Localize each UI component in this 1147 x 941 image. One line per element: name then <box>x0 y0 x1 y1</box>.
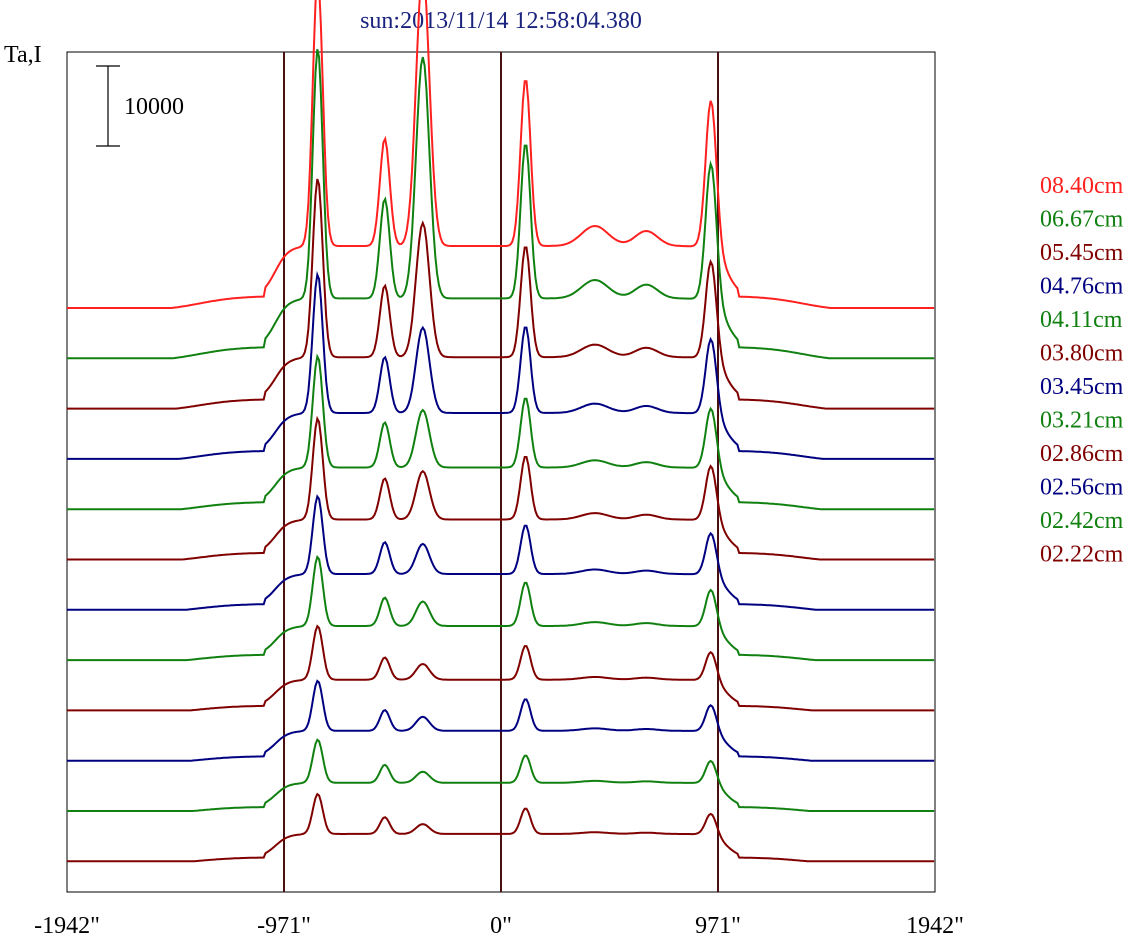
series-line-03.45cm <box>67 494 935 611</box>
legend-entry: 05.45cm <box>1040 240 1124 266</box>
x-tick-label: 1942" <box>906 913 964 939</box>
series-line-02.86cm <box>67 624 935 712</box>
legend-entry: 02.42cm <box>1040 508 1124 534</box>
series-line-02.22cm <box>67 792 935 863</box>
series-line-05.45cm <box>67 178 935 410</box>
x-tick-label: 971" <box>695 913 741 939</box>
series-line-04.76cm <box>67 270 935 460</box>
series-line-08.40cm <box>67 0 935 309</box>
legend-entry: 03.45cm <box>1040 374 1124 400</box>
x-tick-labels: -1942" -971" 0" 971" 1942" <box>34 913 964 939</box>
series-line-04.11cm <box>67 353 935 511</box>
legend-entry: 03.21cm <box>1040 408 1124 434</box>
series-lines <box>67 0 935 863</box>
x-tick-label: -1942" <box>34 913 100 939</box>
legend-entry: 02.22cm <box>1040 542 1124 568</box>
y-axis-label: Ta,I <box>4 42 42 68</box>
reference-lines <box>283 52 719 892</box>
legend-entry: 04.11cm <box>1040 307 1123 333</box>
series-line-03.21cm <box>67 554 935 662</box>
legend-entry: 04.76cm <box>1040 274 1124 300</box>
series-line-02.56cm <box>67 679 935 762</box>
series-line-03.80cm <box>67 415 935 561</box>
legend-entry: 02.56cm <box>1040 475 1124 501</box>
legend-entry: 06.67cm <box>1040 207 1124 233</box>
series-line-02.42cm <box>67 738 935 812</box>
scale-bar-label: 10000 <box>124 94 184 120</box>
series-line-06.67cm <box>67 48 935 360</box>
legend-entry: 03.80cm <box>1040 341 1124 367</box>
x-tick-label: -971" <box>257 913 311 939</box>
legend: 08.40cm 06.67cm 05.45cm 04.76cm 04.11cm 03.80… <box>1040 173 1124 568</box>
scale-bar <box>96 65 120 147</box>
legend-entry: 08.40cm <box>1040 173 1124 199</box>
chart-title: sun:2013/11/14 12:58:04.380 <box>360 8 642 34</box>
legend-entry: 02.86cm <box>1040 441 1124 467</box>
x-tick-label: 0" <box>490 913 512 939</box>
